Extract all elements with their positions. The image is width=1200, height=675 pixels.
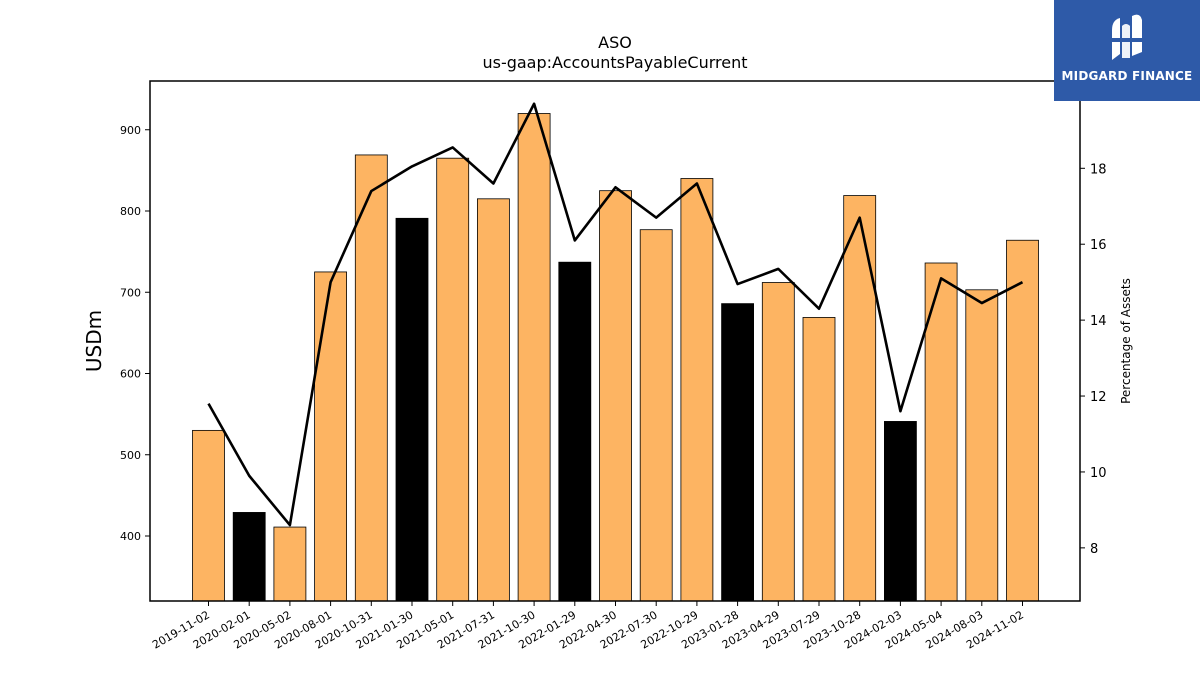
bar [476,198,510,602]
line-group [207,102,1024,527]
bar [639,229,673,602]
bar [680,178,714,602]
y-tick-label-left: 600 [120,368,141,381]
x-axis: 2019-11-022020-02-012020-05-022020-08-01… [150,601,1026,652]
bar [843,195,877,602]
y-tick-label-right: 18 [1090,162,1107,177]
midgard-logo-icon [1110,14,1144,60]
bar [924,262,958,602]
bar [436,157,470,602]
bar [761,282,795,602]
chart-title: ASO [598,33,632,52]
bar [232,512,266,602]
bar [965,289,999,602]
bar [802,317,836,602]
bar [1006,239,1039,602]
bar [517,113,551,602]
y-tick-label-right: 10 [1090,466,1107,481]
y-axis-label-left: USDm [82,310,106,372]
y-tick-label-right: 8 [1090,542,1098,557]
y-tick-label-left: 800 [120,205,141,218]
y-axis-left: 400 500 600 700 800 900 [120,124,150,543]
bar [599,190,632,602]
logo-text: MIDGARD FINANCE [1061,69,1193,83]
y-tick-label-right: 14 [1090,314,1107,329]
series-line [207,102,1024,527]
y-axis-right: 8 10 12 14 16 18 [1080,162,1107,557]
y-axis-label-right: Percentage of Assets [1119,278,1133,404]
y-tick-label-left: 400 [120,530,141,543]
midgard-logo: MIDGARD FINANCE [1054,0,1200,101]
bar [273,526,307,602]
y-tick-label-left: 700 [120,286,141,299]
y-tick-label-left: 900 [120,124,141,137]
chart-subtitle: us-gaap:AccountsPayableCurrent [482,53,748,72]
bar [192,429,225,602]
bar [354,154,388,602]
bar [721,303,754,602]
y-tick-label-right: 16 [1090,238,1107,253]
bar [884,421,917,602]
y-tick-label-left: 500 [120,449,141,462]
y-tick-label-right: 12 [1090,390,1107,405]
bar [395,217,429,602]
bar [558,261,592,602]
bar-group [192,113,1039,602]
bar [314,271,348,602]
